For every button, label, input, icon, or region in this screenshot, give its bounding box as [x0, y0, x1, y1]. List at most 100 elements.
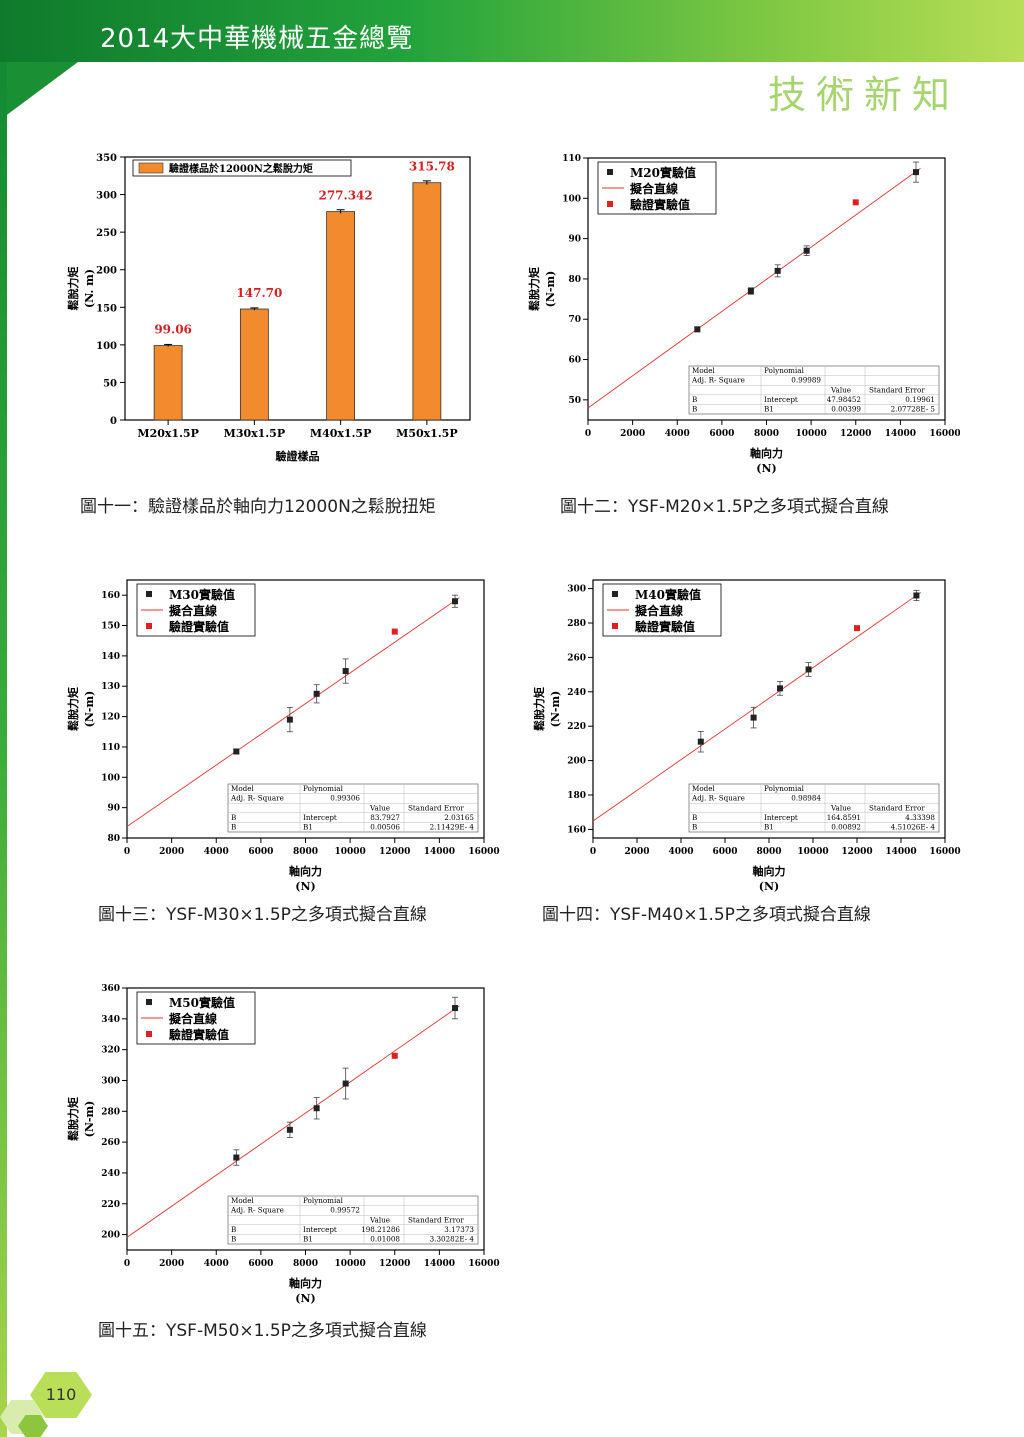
y-tick-label: 110	[101, 743, 120, 753]
x-tick-label: 10000	[334, 847, 365, 857]
data-point	[342, 668, 349, 675]
x-tick-label: M20x1.5P	[137, 427, 198, 440]
verify-point	[391, 628, 398, 635]
y-tick-label: 220	[567, 722, 586, 732]
legend-label: 擬合直線	[169, 603, 217, 618]
x-axis-label: 軸向力	[289, 864, 322, 878]
bar	[153, 345, 183, 421]
y-tick-label: 80	[568, 275, 581, 285]
data-point	[313, 690, 320, 697]
stats-label: B	[692, 405, 697, 414]
data-point	[451, 598, 458, 605]
stats-value: 0.01008	[370, 1235, 400, 1244]
legend-label: 擬合直線	[635, 603, 683, 618]
legend-marker-exp	[146, 999, 152, 1005]
x-tick-label: 10000	[795, 429, 826, 439]
stats-label: Intercept	[764, 395, 798, 404]
x-tick-label: 16000	[468, 847, 499, 857]
stats-value: Polynomial	[303, 1196, 344, 1205]
stats-value: 198.21286	[361, 1225, 400, 1234]
y-tick-label: 280	[101, 1107, 120, 1117]
y-tick-label: 150	[101, 622, 120, 632]
data-point	[313, 1105, 320, 1112]
legend-label: M20實驗值	[630, 165, 696, 180]
y-tick-label: 0	[110, 416, 117, 427]
y-tick-label: 160	[101, 591, 120, 601]
stats-label: Intercept	[303, 1225, 337, 1234]
x-tick-label: 14000	[424, 847, 455, 857]
data-label: 99.06	[154, 323, 192, 337]
legend-marker-verify	[146, 623, 152, 629]
stats-label: B	[231, 823, 236, 832]
x-tick-label: 2000	[159, 847, 184, 857]
stats-label: B	[231, 813, 236, 822]
data-point	[697, 738, 704, 745]
x-tick-label: 8000	[293, 847, 318, 857]
y-tick-label: 90	[568, 235, 581, 245]
x-axis-unit: (N)	[295, 880, 315, 893]
x-tick-label: 0	[585, 429, 591, 439]
x-tick-label: 14000	[885, 429, 916, 439]
y-tick-label: 90	[107, 804, 120, 814]
y-tick-label: 300	[96, 191, 117, 202]
stats-label: Adj. R- Square	[691, 376, 745, 385]
y-tick-label: 300	[567, 585, 586, 595]
stats-header: Value	[830, 803, 851, 812]
x-tick-label: 14000	[885, 847, 916, 857]
y-tick-label: 220	[101, 1200, 120, 1210]
y-tick-label: 280	[567, 619, 586, 629]
legend-swatch	[138, 162, 164, 174]
y-axis-label: 鬆脫力矩	[527, 267, 541, 311]
stats-value: 2.07728E- 5	[891, 405, 936, 414]
y-tick-label: 360	[101, 984, 120, 994]
stats-value: 3.30282E- 4	[430, 1235, 475, 1244]
x-tick-label: 6000	[248, 847, 273, 857]
stats-label: B1	[764, 823, 774, 832]
caption-fig13: 圖十三：YSF-M30×1.5P之多項式擬合直線	[98, 905, 427, 925]
legend-box	[132, 159, 352, 177]
y-tick-label: 80	[107, 834, 120, 844]
stats-value: 2.11429E- 4	[430, 823, 475, 832]
header-title: 2014大中華機械五金總覽	[100, 24, 414, 54]
fit-line	[126, 1005, 460, 1238]
fit-line	[592, 592, 922, 822]
y-tick-label: 100	[562, 194, 581, 204]
stats-label: Adj. R- Square	[230, 794, 284, 803]
y-axis-unit: (N-m)	[544, 271, 557, 308]
data-point	[777, 685, 783, 692]
y-axis-unit: (N-m)	[83, 691, 96, 728]
fit-line	[126, 597, 460, 827]
header-corner	[0, 62, 78, 120]
data-point	[774, 267, 781, 274]
x-tick-label: 12000	[379, 1259, 410, 1269]
x-tick-label: 6000	[248, 1259, 273, 1269]
y-tick-label: 60	[568, 356, 581, 366]
bar-chart-loosening-torque: 0 50 100 150 200 250 300 350 99.06 M20x1.5P 147.70…	[66, 153, 471, 463]
x-axis-label: 軸向力	[750, 446, 783, 460]
stats-label: B	[692, 813, 697, 822]
legend-label: M40實驗值	[635, 587, 701, 602]
data-label: 147.70	[236, 286, 282, 300]
legend-marker-exp	[607, 169, 613, 175]
data-point	[451, 1005, 458, 1012]
x-tick-label: 4000	[204, 1259, 229, 1269]
caption-fig12: 圖十二：YSF-M20×1.5P之多項式擬合直線	[560, 497, 889, 517]
x-tick-label: 16000	[468, 1259, 499, 1269]
y-tick-label: 140	[101, 652, 120, 662]
data-point	[747, 288, 754, 295]
x-axis-unit: (N)	[295, 1292, 315, 1305]
y-tick-label: 100	[101, 773, 120, 783]
stats-label: Model	[692, 366, 716, 375]
bar	[239, 308, 269, 421]
stats-label: B1	[303, 1235, 313, 1244]
y-tick-label: 200	[101, 1231, 120, 1241]
verify-point	[854, 625, 860, 632]
x-axis-unit: (N)	[759, 880, 779, 893]
stats-value: Polynomial	[764, 366, 805, 375]
bar	[326, 211, 356, 421]
stats-value: 0.99989	[791, 376, 821, 385]
x-axis-unit: (N)	[756, 462, 776, 475]
data-point	[286, 716, 293, 723]
legend-label: 驗證實驗值	[630, 197, 690, 212]
stats-value: 4.33398	[905, 813, 935, 822]
